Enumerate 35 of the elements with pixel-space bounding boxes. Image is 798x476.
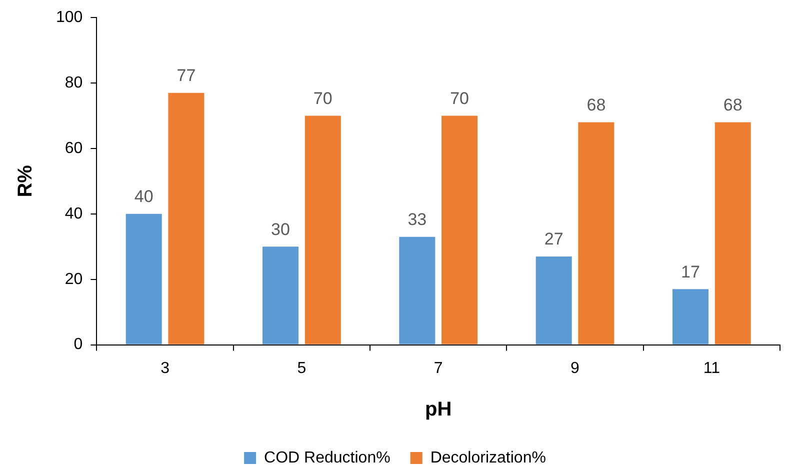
bar xyxy=(536,256,572,344)
y-axis-title: R% xyxy=(14,164,37,198)
bar xyxy=(672,289,708,344)
bar xyxy=(578,122,614,344)
y-tick-label: 60 xyxy=(64,140,83,157)
x-tick-label: 3 xyxy=(160,360,170,377)
data-label: 33 xyxy=(408,210,427,230)
bar xyxy=(126,214,162,344)
data-label: 40 xyxy=(134,187,154,206)
data-label: 27 xyxy=(544,230,564,249)
bar xyxy=(714,122,751,344)
y-tick-label: 20 xyxy=(64,270,83,288)
data-label: 68 xyxy=(723,95,742,114)
bar xyxy=(442,116,478,344)
data-label: 17 xyxy=(681,262,700,282)
x-tick-label: 7 xyxy=(434,360,443,377)
y-tick-label: 0 xyxy=(74,336,83,354)
bar xyxy=(399,236,436,344)
data-label: 30 xyxy=(271,220,290,239)
data-label: 70 xyxy=(313,88,332,108)
y-tick-label: 100 xyxy=(56,9,83,26)
legend-label: Decolorization% xyxy=(430,449,546,466)
bar xyxy=(168,92,204,344)
x-tick-label: 9 xyxy=(570,360,580,377)
legend-label: COD Reduction% xyxy=(264,449,390,466)
bar xyxy=(304,116,341,344)
data-label: 77 xyxy=(176,66,196,86)
x-tick-label: 5 xyxy=(297,360,306,377)
y-tick-label: 40 xyxy=(64,205,83,222)
data-label: 70 xyxy=(450,88,469,108)
x-axis-title: pH xyxy=(425,398,452,421)
data-label: 68 xyxy=(586,95,606,114)
x-tick-label: 11 xyxy=(703,360,720,377)
bar xyxy=(262,246,299,344)
y-tick-label: 80 xyxy=(64,74,83,92)
